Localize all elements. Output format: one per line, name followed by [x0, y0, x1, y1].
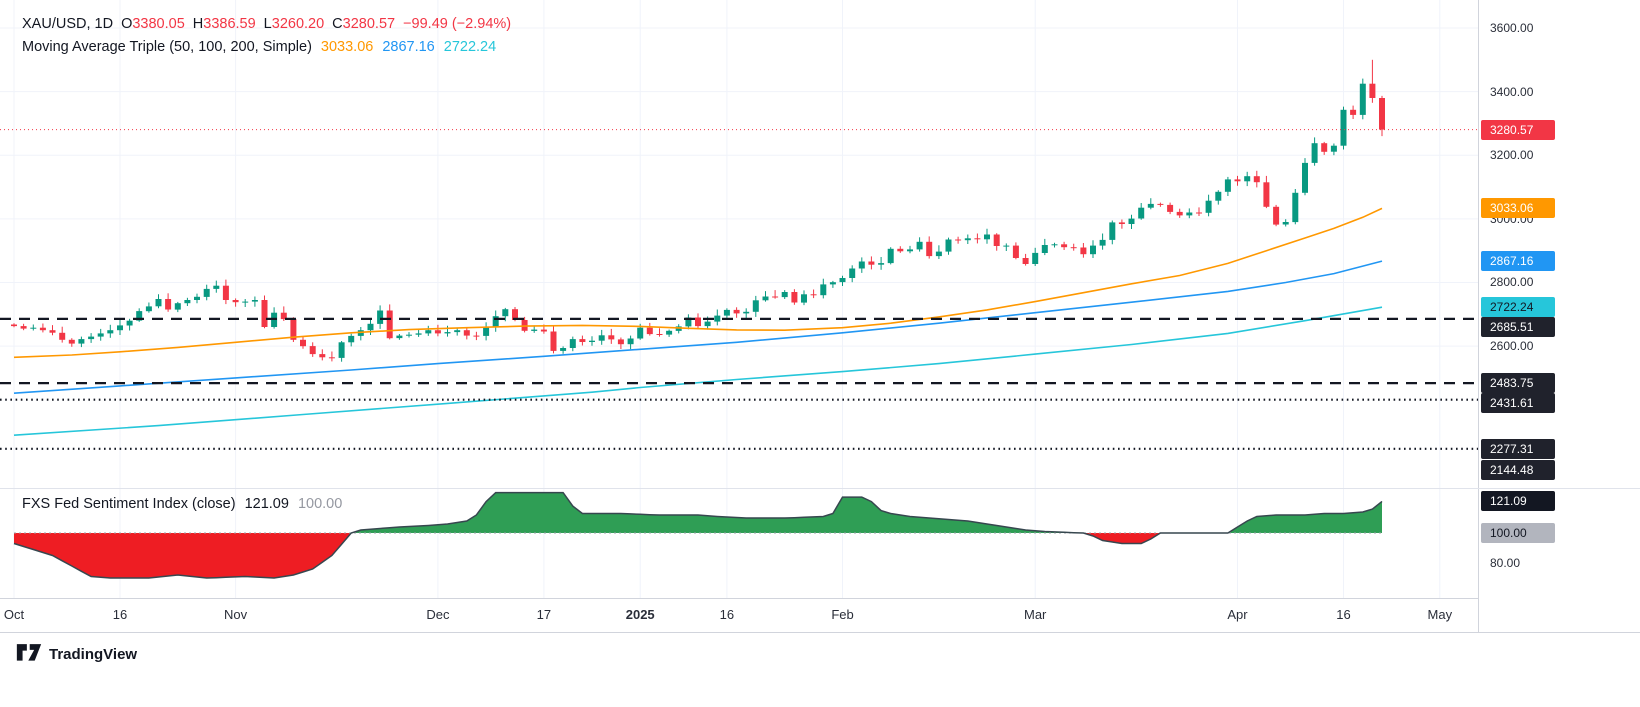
time-axis-label: 17 [536, 607, 552, 622]
price-tick-label: 2600.00 [1490, 339, 1534, 354]
pane-separator[interactable] [0, 488, 1640, 489]
ohlc-high-label: H [192, 16, 204, 32]
price-axis[interactable]: 3600.00 3400.00 3200.00 3000.00 2800.00 2600.… [1478, 0, 1640, 632]
ohlc-low: L3260.20 [264, 16, 325, 32]
price-axis-badge: 3280.57 [1481, 119, 1555, 140]
sentiment-axis-badge: 121.09 [1481, 491, 1555, 512]
price-change: −99.49 (−2.94%) [403, 16, 512, 32]
ma200-value: 2722.24 [443, 39, 497, 55]
time-axis-label: Nov [224, 607, 248, 622]
price-axis-badge: 2144.48 [1481, 460, 1555, 480]
price-axis-badge: 2483.75 [1481, 373, 1555, 394]
time-axis-label: 16 [112, 607, 128, 622]
time-axis-label: 16 [1336, 607, 1351, 622]
ma100-value: 2867.16 [382, 39, 435, 55]
price-axis-badge: 2685.51 [1481, 317, 1555, 338]
ma50-value: 3033.06 [320, 39, 374, 55]
price-pane[interactable]: XAU/USD, 1D O3380.05 H3386.59 L3260.20 C3280… [0, 0, 1478, 598]
time-axis[interactable]: Oct 16 Nov Dec 17 2025 16 Feb Mar Apr 16 May [0, 598, 1478, 632]
chart-canvas[interactable] [0, 0, 1478, 598]
sentiment-title: FXS Fed Sentiment Index (close) [22, 496, 236, 512]
ohlc-high: H3386.59 [193, 16, 256, 32]
ohlc-open: O3380.05 [121, 16, 185, 32]
time-axis-label: Apr [1227, 607, 1248, 622]
tradingview-logo-icon[interactable] [16, 642, 42, 667]
chart-bottom-border [0, 632, 1640, 633]
time-axis-label: 2025 [625, 607, 655, 622]
price-axis-badge: 2867.16 [1481, 251, 1555, 272]
sentiment-baseline-value: 100.00 [297, 496, 343, 512]
price-axis-badge: 2277.31 [1481, 438, 1555, 459]
sentiment-tick-label: 80.00 [1490, 556, 1521, 571]
sentiment-axis-badge: 100.00 [1481, 523, 1555, 544]
legend: XAU/USD, 1D O3380.05 H3386.59 L3260.20 C3280… [22, 16, 511, 62]
price-axis-badge: 3033.06 [1481, 198, 1555, 219]
price-tick-label: 2800.00 [1490, 275, 1534, 290]
price-tick-label: 3200.00 [1490, 148, 1534, 163]
symbol-legend[interactable]: XAU/USD, 1D O3380.05 H3386.59 L3260.20 C3280… [22, 16, 511, 32]
sentiment-legend[interactable]: FXS Fed Sentiment Index (close) 121.09 100… [22, 496, 342, 512]
price-tick-label: 3600.00 [1490, 20, 1534, 35]
time-axis-label: May [1427, 607, 1453, 622]
symbol-title: XAU/USD, 1D [22, 16, 114, 32]
brand-name[interactable]: TradingView [49, 645, 138, 663]
ohlc-high-value: 3386.59 [203, 16, 256, 32]
ohlc-open-value: 3380.05 [132, 16, 185, 32]
time-axis-label: Feb [831, 607, 854, 622]
ohlc-open-label: O [121, 16, 133, 32]
ohlc-close: C3280.57 [332, 16, 395, 32]
footer: TradingView [16, 642, 137, 666]
time-axis-label: Mar [1024, 607, 1047, 622]
ohlc-close-label: C [332, 16, 343, 32]
time-axis-label: Oct [3, 607, 25, 622]
price-axis-badge: 2722.24 [1481, 297, 1555, 318]
sentiment-value: 121.09 [244, 496, 289, 512]
price-tick-label: 3400.00 [1490, 84, 1534, 99]
ohlc-low-value: 3260.20 [271, 16, 325, 32]
time-axis-label: 16 [719, 607, 735, 622]
ohlc-low-label: L [263, 16, 272, 32]
ma-title: Moving Average Triple (50, 100, 200, Sim… [22, 39, 312, 55]
price-axis-badge: 2431.61 [1481, 393, 1555, 414]
ohlc-close-value: 3280.57 [342, 16, 396, 32]
time-axis-label: Dec [426, 607, 450, 622]
ma-legend[interactable]: Moving Average Triple (50, 100, 200, Sim… [22, 39, 511, 55]
